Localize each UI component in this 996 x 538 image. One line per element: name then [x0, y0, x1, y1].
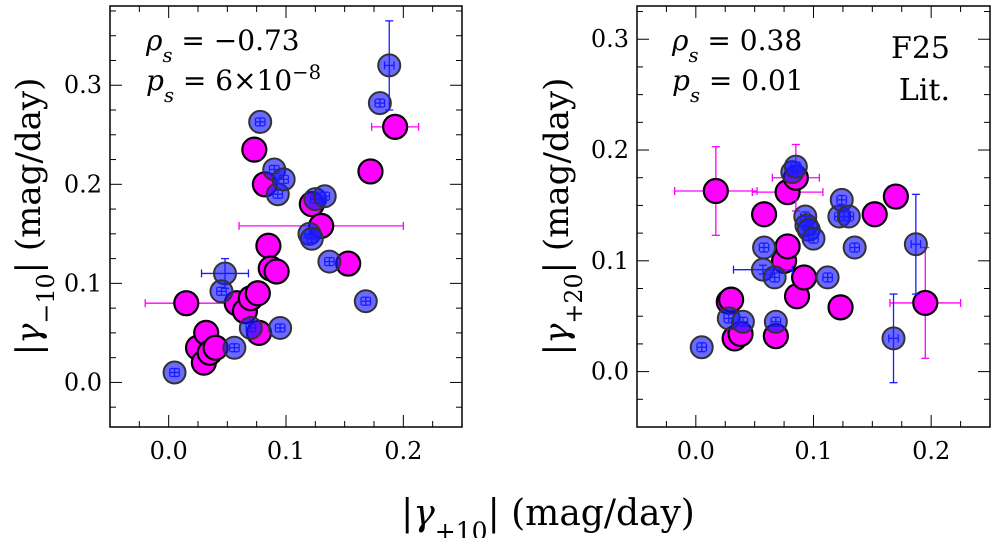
y-tick-label: 0.2 — [591, 136, 629, 164]
x-tick-label: 0.2 — [912, 437, 950, 465]
x-tick-label: 0.0 — [677, 437, 715, 465]
data-point — [783, 154, 808, 179]
data-point — [353, 289, 378, 314]
data-point — [827, 294, 854, 321]
x-tick-label: 0.1 — [267, 437, 305, 465]
data-point — [790, 264, 818, 291]
data-point — [762, 265, 787, 290]
data-point — [836, 204, 861, 229]
legend-entry: Lit. — [899, 73, 950, 108]
x-tick-label: 0.1 — [794, 437, 832, 465]
data-point — [882, 183, 909, 210]
data-point — [241, 136, 268, 163]
data-point — [842, 235, 867, 260]
data-point — [312, 184, 337, 209]
data-point — [903, 232, 928, 257]
y-tick-label: 0.3 — [591, 25, 629, 53]
data-point — [248, 109, 273, 134]
data-point — [244, 280, 271, 307]
stat-annotation: ρs = 0.38 — [671, 24, 802, 67]
y-axis-label: |γ−10| (mag/day) — [9, 78, 60, 356]
stat-annotation: ρs = −0.73 — [145, 24, 300, 67]
data-point — [750, 201, 778, 228]
data-point — [881, 326, 906, 351]
y-axis-label: |γ+20| (mag/day) — [537, 78, 588, 356]
y-tick-label: 0.1 — [591, 247, 629, 275]
data-point — [382, 113, 409, 140]
data-point — [271, 167, 296, 192]
data-point — [173, 290, 200, 317]
data-point — [162, 360, 187, 385]
data-point — [774, 233, 801, 260]
stat-annotation: ps = 0.01 — [672, 64, 804, 107]
data-point — [912, 289, 939, 317]
x-tick-label: 0.2 — [384, 437, 422, 465]
y-tick-label: 0.2 — [64, 170, 102, 198]
data-point — [815, 265, 840, 290]
data-point — [752, 235, 777, 260]
legend: F25 Lit. — [891, 31, 950, 108]
data-point — [317, 249, 342, 274]
data-point — [299, 226, 324, 251]
right-scatter-panel: 0.0 0.1 0.2 0.0 0.1 0.2 0.3|γ+20| (mag/day) ρs … — [537, 5, 991, 465]
data-point — [801, 226, 826, 251]
data-point — [238, 315, 263, 340]
series-lit — [689, 154, 928, 384]
data-point — [367, 91, 392, 116]
data-point — [268, 315, 293, 340]
y-tick-label: 0.0 — [591, 358, 629, 386]
stat-annotation: ps = 6×10−8 — [146, 61, 321, 107]
shared-x-axis-label: |γ+10| (mag/day) — [401, 493, 695, 538]
x-tick-label: 0.0 — [150, 437, 188, 465]
data-point — [689, 335, 714, 360]
data-point — [702, 177, 729, 205]
data-point — [730, 309, 755, 334]
data-point — [763, 309, 788, 334]
left-scatter-panel: 0.0 0.1 0.2 0.0 0.1 0.2 0.3|γ−10| (mag/day) ρs … — [9, 5, 463, 465]
data-point — [222, 335, 247, 360]
data-point — [861, 201, 888, 228]
data-point — [263, 258, 290, 285]
y-tick-label: 0.3 — [64, 71, 102, 99]
data-point — [377, 53, 402, 78]
data-point — [209, 279, 234, 304]
series-lit — [162, 20, 402, 385]
legend-entry: F25 — [891, 31, 950, 66]
y-tick-label: 0.0 — [64, 368, 102, 396]
data-point — [357, 158, 384, 185]
data-point — [255, 232, 282, 259]
y-tick-label: 0.1 — [64, 269, 102, 297]
